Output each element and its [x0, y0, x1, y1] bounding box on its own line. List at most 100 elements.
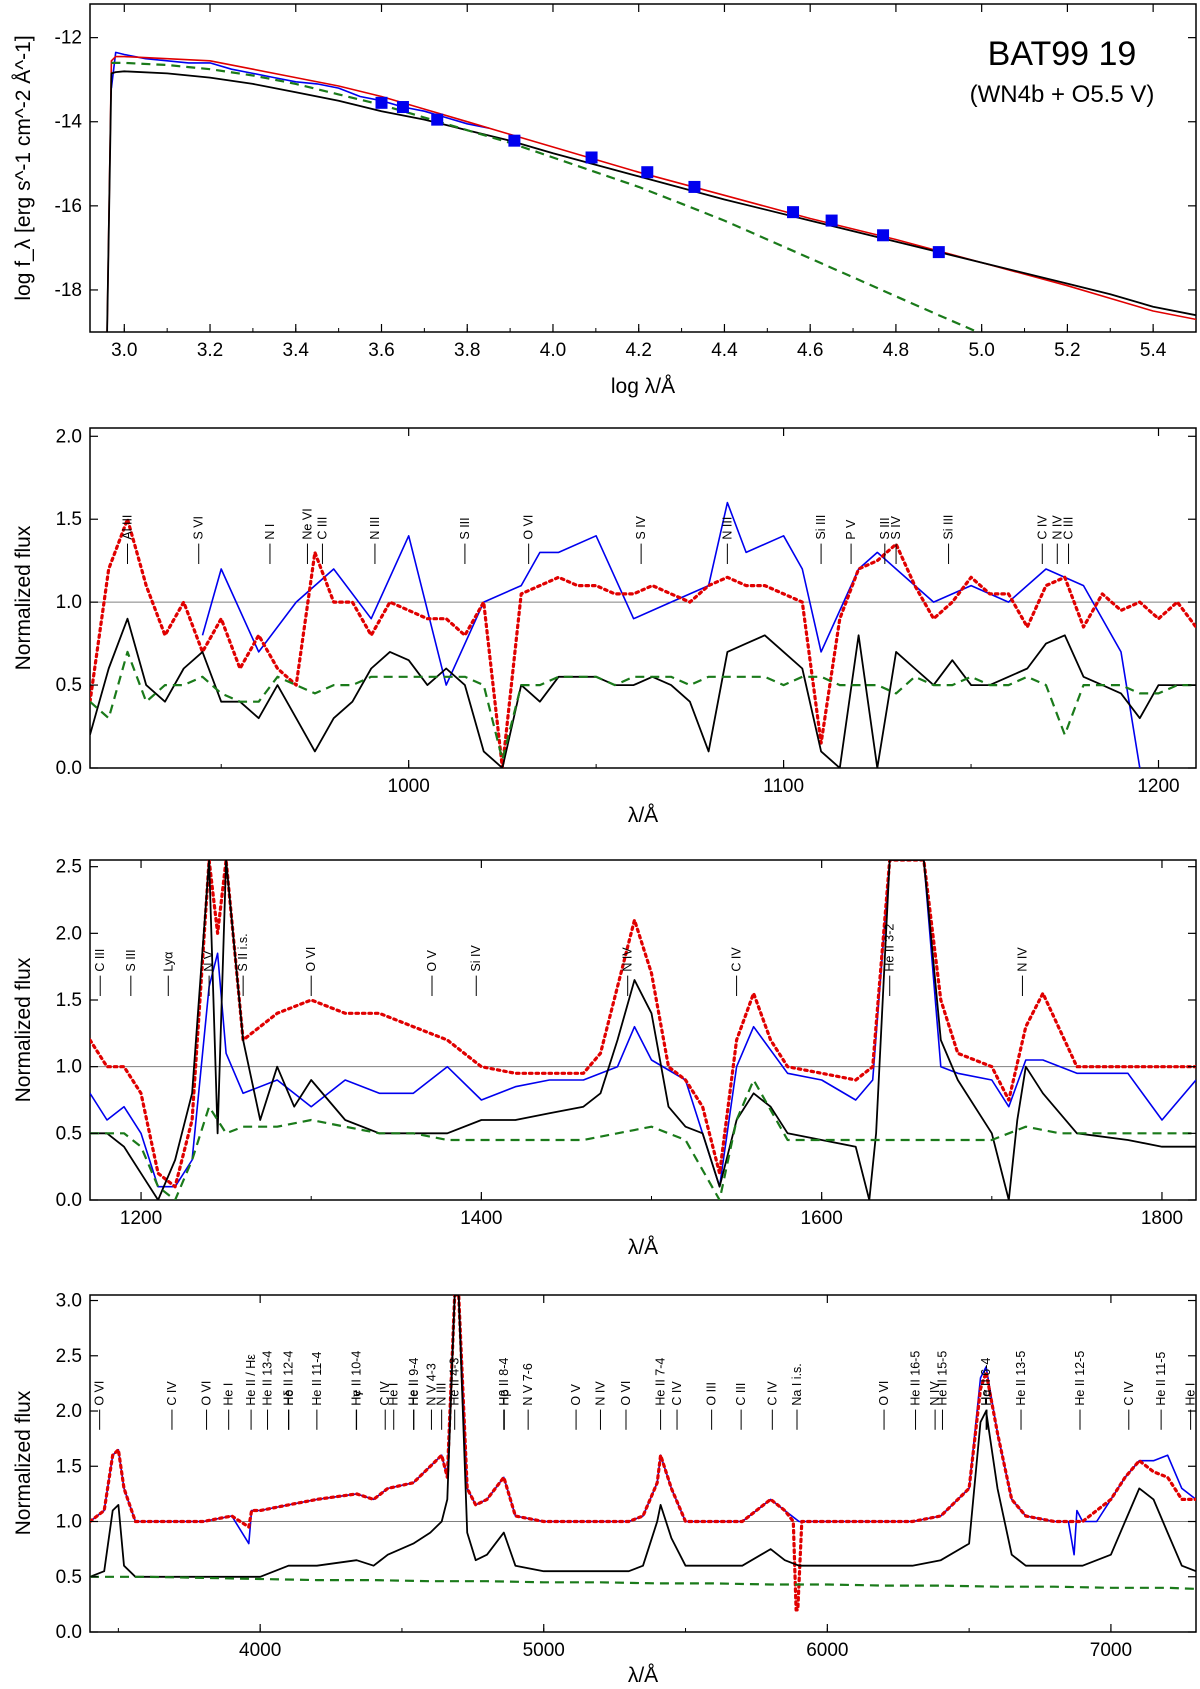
line-id-label: N V	[202, 950, 216, 972]
line-id-label: He I	[387, 1383, 401, 1406]
line-id-label: C IV	[730, 947, 744, 972]
tick-layer: 3.0 3.2 3.4 3.6 3.8 4.0 4.2 4.4 4.6 4.8 5.0 5.2 5.4 -…	[55, 4, 1197, 361]
line-id-label: O V	[425, 949, 439, 971]
y-tick-label: 2.0	[56, 1401, 82, 1422]
x-tick-label: 1600	[801, 1208, 843, 1229]
line-id-label: S IV	[889, 515, 903, 539]
line-id-label: He II 12-4	[282, 1351, 296, 1406]
photometry-point	[787, 206, 800, 219]
line-id-label: He I	[1184, 1383, 1198, 1406]
series-wr-model-line	[90, 617, 1196, 768]
line-id-label: He II 10-4	[349, 1351, 363, 1406]
line-id-label: He II 6-4	[979, 1358, 993, 1406]
line-id-label: N III	[435, 1383, 449, 1406]
x-tick-label: 4.6	[797, 340, 823, 361]
x-tick-label: 1200	[1137, 776, 1179, 797]
y-axis-label: Normalized flux	[12, 957, 35, 1102]
line-id-label: C IV	[1122, 1381, 1136, 1406]
line-id-label: He I	[407, 1383, 421, 1406]
series-composite-model-line	[90, 517, 1196, 768]
line-id-label: S III	[878, 517, 892, 539]
photometry-point	[431, 113, 444, 126]
plot-frame	[89, 1294, 1197, 1633]
chart-title: BAT99 19	[988, 35, 1137, 73]
line-id-label: N V 4-3	[424, 1363, 438, 1405]
photometry-point	[508, 134, 521, 147]
line-id-label: Na I i.s.	[790, 1363, 804, 1405]
plot-frame	[89, 3, 1197, 333]
x-axis-label: λ/Å	[628, 1664, 658, 1687]
line-id-label: He II 16-5	[909, 1351, 923, 1406]
y-axis-label: Normalized flux	[12, 525, 35, 670]
series-o-star-model-line	[90, 650, 1196, 761]
x-axis-label: log λ/Å	[611, 375, 675, 398]
y-tick-label: 0.5	[56, 1123, 82, 1144]
y-tick-label: 1.0	[56, 1057, 82, 1078]
line-id-label: Si IV	[469, 945, 483, 972]
line-id-label: C IV	[1035, 515, 1049, 540]
x-tick-label: 3.8	[454, 340, 480, 361]
line-id-label: O VI	[619, 1381, 633, 1406]
x-tick-label: 1000	[388, 776, 430, 797]
line-id-label: O III	[705, 1382, 719, 1406]
chart-subtitle: (WN4b + O5.5 V)	[970, 81, 1155, 108]
line-id-label: He II 11-5	[1154, 1352, 1168, 1406]
line-id-label: N IV	[594, 1381, 608, 1406]
panel-sed: 3.0 3.2 3.4 3.6 3.8 4.0 4.2 4.4 4.6 4.8 5.0 5.2 5.4 -…	[12, 3, 1197, 398]
line-id-layer: Al III S VI N I Ne VI C III N III S III O VI S I…	[121, 508, 1076, 564]
line-id-label: Hδ	[282, 1390, 296, 1406]
x-tick-label: 4000	[239, 1640, 281, 1661]
x-tick-label: 1400	[460, 1208, 502, 1229]
x-tick-label: 4.2	[626, 340, 652, 361]
series-o-star-model-line	[90, 1575, 1196, 1590]
series-wr-model-line	[106, 70, 1196, 332]
line-id-label: He II 15-5	[936, 1351, 950, 1406]
x-tick-label: 1200	[120, 1208, 162, 1229]
plot-frame	[89, 859, 1197, 1201]
series-layer	[90, 501, 1196, 768]
line-id-label: He II / Hε	[244, 1354, 258, 1406]
y-axis-label: log f_λ [erg s^-1 cm^-2 Å^-1]	[12, 35, 35, 300]
line-id-layer: C III S III Lyα N V S II i.s. O VI O V Si IV N I…	[93, 924, 1029, 996]
x-tick-label: 4.4	[711, 340, 738, 361]
photometry-point	[396, 101, 409, 114]
photometry-point	[877, 229, 890, 242]
series-composite-model-line	[90, 860, 1196, 1189]
line-id-label: O VI	[200, 1381, 214, 1406]
line-id-label: C IV	[165, 1381, 179, 1406]
plot-frame	[89, 427, 1197, 769]
line-id-label: O VI	[304, 947, 318, 972]
series-wr-model-line	[90, 860, 1196, 1200]
photometry-point	[375, 96, 388, 109]
y-tick-label: 1.0	[56, 1512, 82, 1533]
line-id-label: He II 13-5	[1014, 1351, 1028, 1406]
line-id-label: S IV	[634, 515, 648, 539]
series-observed-spectrum-line	[90, 860, 1196, 1188]
x-axis-label: λ/Å	[628, 804, 658, 827]
x-tick-label: 3.2	[197, 340, 223, 361]
y-tick-label: 0.0	[56, 1622, 82, 1643]
y-tick-label: 0.5	[56, 675, 82, 696]
line-id-label: O VI	[93, 1381, 107, 1406]
line-id-label: Hγ	[350, 1390, 364, 1406]
series-observed-spectrum-line	[90, 1295, 1196, 1556]
y-tick-label: 0.5	[56, 1567, 82, 1588]
x-axis-label: λ/Å	[628, 1236, 658, 1259]
series-o-star-model-line	[90, 1078, 1196, 1200]
line-id-label: C III	[734, 1383, 748, 1406]
line-id-label: N III	[368, 517, 382, 540]
y-tick-label: -12	[55, 28, 82, 49]
series-layer	[90, 860, 1196, 1200]
line-id-label: He II 8-4	[497, 1358, 511, 1406]
series-observed-spectrum-line	[110, 51, 489, 129]
line-id-label: N IV	[1050, 515, 1064, 540]
panel-uv: C III S III Lyα N V S II i.s. O VI O V Si IV N I…	[12, 857, 1197, 1259]
tick-layer: 1000 1100 1200 0.0 0.5 1.0 1.5 2.0	[56, 426, 1196, 797]
y-tick-label: 2.0	[56, 923, 82, 944]
y-tick-label: 0.0	[56, 1190, 82, 1211]
marker-layer	[375, 96, 945, 259]
line-id-label: He II 13-4	[261, 1351, 275, 1406]
line-id-label: C III	[1062, 517, 1076, 540]
line-id-label: Al III	[121, 515, 135, 540]
